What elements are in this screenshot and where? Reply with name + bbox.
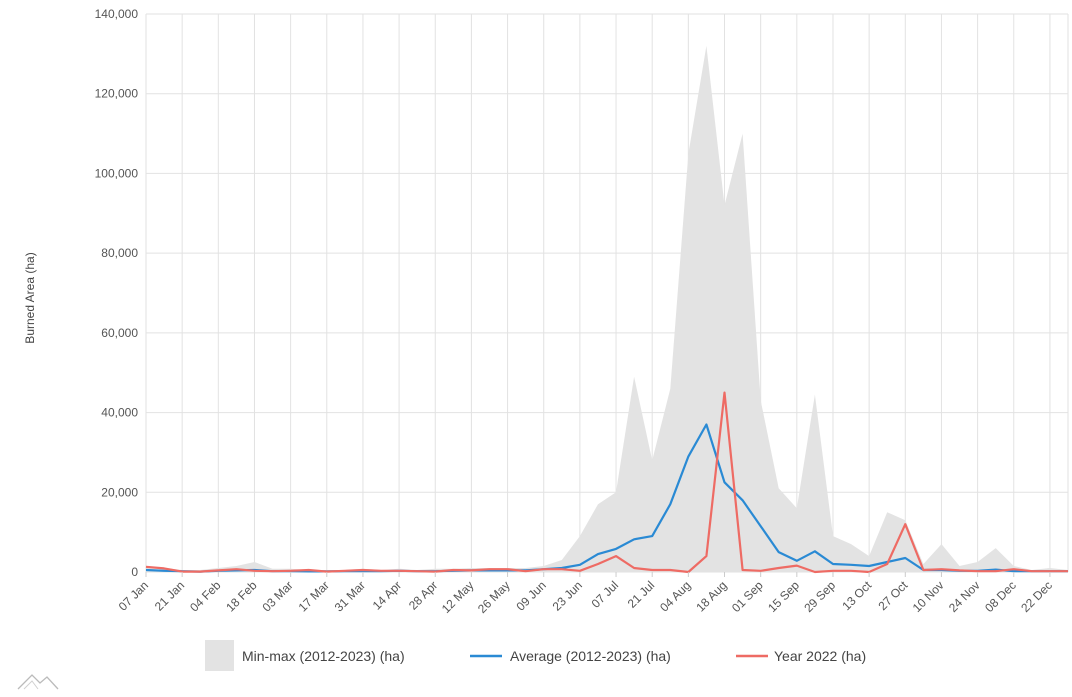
x-tick-label: 09 Jun — [513, 578, 548, 613]
x-tick-label: 17 Mar — [296, 578, 332, 614]
x-tick-label: 15 Sep — [765, 578, 802, 615]
x-tick-label: 31 Mar — [332, 578, 368, 614]
x-tick-label: 07 Jan — [116, 578, 151, 613]
x-tick-label: 18 Aug — [693, 578, 729, 614]
y-axis: 0 20,000 40,000 60,000 80,000 100,000 120,000 1… — [95, 7, 139, 579]
min-max-band-layer — [146, 45, 1068, 572]
x-tick-label: 12 May — [439, 578, 477, 616]
mountain-logo-icon — [17, 674, 59, 690]
legend-label: Min-max (2012-2023) (ha) — [242, 648, 405, 664]
y-axis-title: Burned Area (ha) — [23, 252, 37, 343]
legend-year-2022[interactable]: Year 2022 (ha) — [736, 648, 866, 664]
x-tick-label: 21 Jan — [152, 578, 187, 613]
y-tick-label: 100,000 — [95, 166, 139, 180]
y-tick-label: 140,000 — [95, 7, 139, 21]
y-tick-label: 60,000 — [101, 326, 138, 340]
x-tick-label: 10 Nov — [910, 578, 947, 615]
x-tick-label: 23 Jun — [550, 578, 585, 613]
grid — [145, 13, 1069, 573]
x-tick-label: 04 Feb — [187, 578, 224, 615]
x-tick-label: 26 May — [475, 578, 513, 616]
x-axis: 07 Jan 21 Jan 04 Feb 18 Feb 03 Mar 17 Mar 31 M… — [116, 572, 1055, 616]
x-tick-label: 01 Sep — [729, 578, 766, 615]
x-tick-label: 14 Apr — [370, 578, 404, 612]
legend-average[interactable]: Average (2012-2023) (ha) — [470, 648, 671, 664]
x-tick-label: 07 Jul — [589, 578, 622, 611]
y-tick-label: 120,000 — [95, 87, 139, 101]
x-tick-label: 08 Dec — [982, 578, 1019, 615]
legend-label: Year 2022 (ha) — [774, 648, 866, 664]
y-tick-label: 40,000 — [101, 406, 138, 420]
legend-label: Average (2012-2023) (ha) — [510, 648, 671, 664]
x-tick-label: 29 Sep — [801, 578, 838, 615]
x-tick-label: 28 Apr — [406, 578, 440, 612]
legend: Min-max (2012-2023) (ha) Average (2012-20… — [205, 640, 866, 671]
y-tick-label: 0 — [131, 565, 138, 579]
x-tick-label: 04 Aug — [657, 578, 693, 614]
legend-min-max[interactable]: Min-max (2012-2023) (ha) — [205, 640, 405, 671]
year-2022-line — [145, 391, 1068, 574]
x-tick-label: 18 Feb — [223, 578, 260, 615]
y-tick-label: 80,000 — [101, 246, 138, 260]
x-tick-label: 27 Oct — [876, 578, 911, 613]
x-tick-label: 24 Nov — [946, 578, 983, 615]
legend-swatch — [205, 640, 234, 671]
series-lines-layer — [145, 391, 1068, 574]
x-tick-label: 21 Jul — [625, 578, 658, 611]
min-max-band — [146, 45, 1068, 572]
x-tick-label: 22 Dec — [1018, 578, 1055, 615]
x-tick-label: 13 Oct — [839, 578, 874, 613]
x-tick-label: 03 Mar — [259, 578, 295, 614]
y-tick-label: 20,000 — [101, 485, 138, 499]
